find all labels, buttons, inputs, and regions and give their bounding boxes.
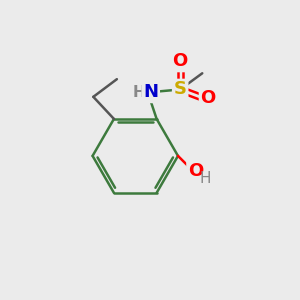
Text: H: H [199,171,211,186]
Text: N: N [143,83,158,101]
Text: H: H [133,85,145,100]
Text: O: O [172,52,188,70]
Text: S: S [174,80,187,98]
Text: O: O [188,162,203,180]
Text: O: O [200,89,216,107]
